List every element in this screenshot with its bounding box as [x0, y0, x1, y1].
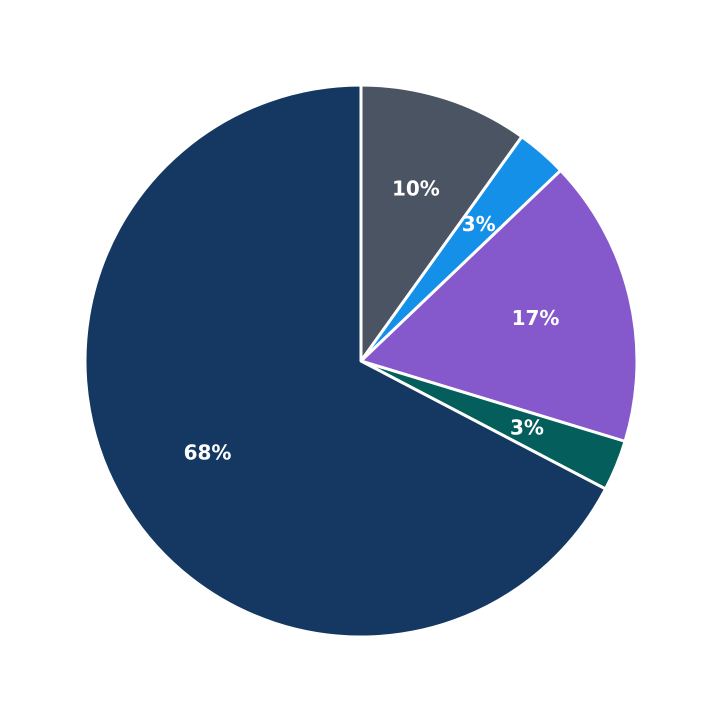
- slice-label: 3%: [510, 416, 544, 440]
- slice-label: 10%: [392, 177, 440, 201]
- pie-slice: [359, 168, 639, 443]
- pie-slice: [83, 83, 608, 639]
- pie-slice: [359, 83, 524, 363]
- slice-label: 17%: [512, 306, 560, 330]
- slice-label: 68%: [184, 440, 232, 464]
- slice-label: 3%: [462, 212, 496, 236]
